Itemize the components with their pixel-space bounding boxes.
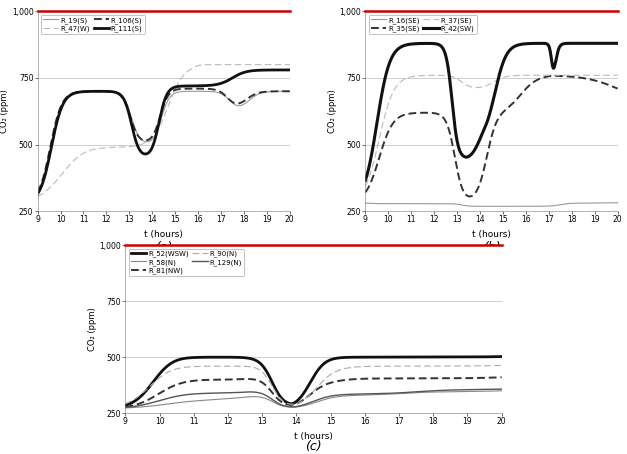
Text: (b): (b) — [483, 241, 500, 254]
X-axis label: t (hours): t (hours) — [472, 230, 511, 239]
Y-axis label: CO₂ (ppm): CO₂ (ppm) — [88, 307, 97, 351]
Y-axis label: CO₂ (ppm): CO₂ (ppm) — [328, 89, 337, 133]
Text: (c): (c) — [305, 440, 322, 453]
Legend: R_19(S), R_47(W), R_106(S), R_111(S): R_19(S), R_47(W), R_106(S), R_111(S) — [41, 15, 145, 34]
Y-axis label: CO₂ (ppm): CO₂ (ppm) — [0, 89, 9, 133]
X-axis label: t (hours): t (hours) — [144, 230, 183, 239]
Legend: R_52(WSW), R_58(N), R_81(NW), R_90(N), R_129(N): R_52(WSW), R_58(N), R_81(NW), R_90(N), R… — [129, 249, 245, 276]
Legend: R_16(SE), R_35(SE), R_37(SE), R_42(SW): R_16(SE), R_35(SE), R_37(SE), R_42(SW) — [369, 15, 477, 34]
Text: (a): (a) — [155, 241, 172, 254]
X-axis label: t (hours): t (hours) — [294, 432, 333, 441]
